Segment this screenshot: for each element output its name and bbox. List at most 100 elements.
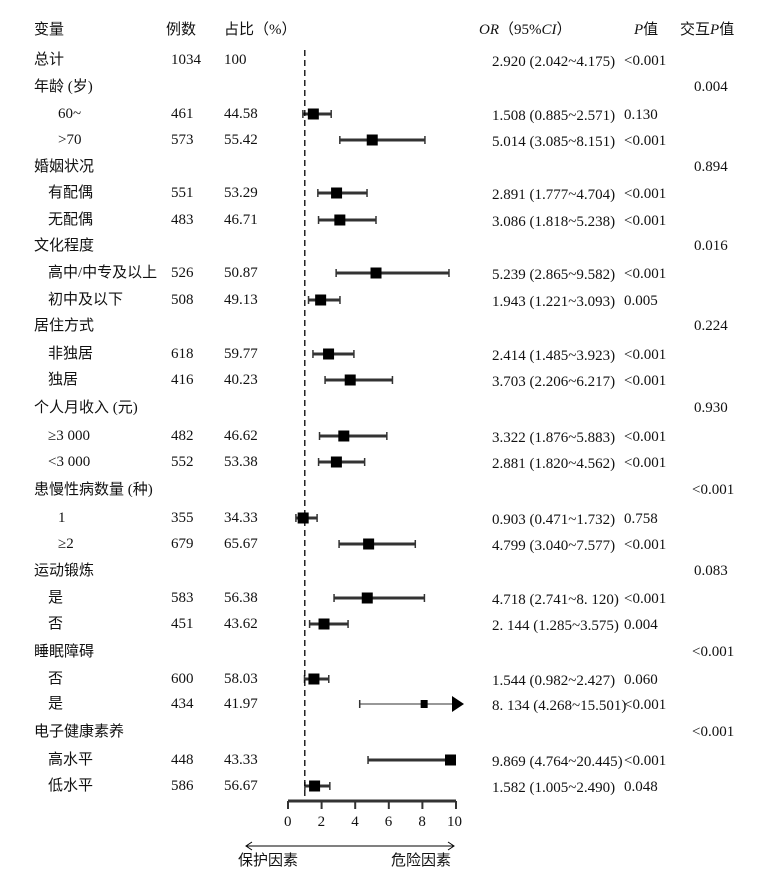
- or-point: [361, 592, 373, 604]
- row-n: 416: [171, 372, 194, 388]
- or-point: [344, 374, 356, 386]
- row-or-ci: 0.903 (0.471~1.732): [492, 512, 616, 528]
- x-tick-label: 2: [317, 814, 326, 830]
- row-p-value: 0.048: [624, 779, 658, 795]
- or-point: [307, 108, 319, 120]
- row-label: 电子健康素养: [34, 724, 125, 740]
- x-tick-label: 0: [284, 814, 292, 830]
- or-point: [297, 512, 309, 524]
- header-n: 例数: [166, 22, 197, 38]
- row-pct: 56.38: [224, 590, 258, 606]
- p-suffix: 值: [643, 22, 659, 38]
- row-interaction-p: <0.001: [692, 482, 735, 498]
- or-point: [318, 618, 330, 630]
- row-pct: 100: [224, 52, 247, 68]
- row-n: 355: [171, 510, 194, 526]
- row-n: 679: [171, 536, 194, 552]
- x-tick-label: 8: [418, 814, 426, 830]
- row-or-ci: 1.508 (0.885~2.571): [492, 108, 616, 124]
- row-label: 否: [48, 671, 64, 687]
- p-label: P: [634, 22, 644, 38]
- row-interaction-p: 0.894: [694, 159, 728, 175]
- row-label: 是: [48, 590, 64, 606]
- x-tick-label: 10: [447, 814, 462, 830]
- row-interaction-p: 0.224: [694, 318, 728, 334]
- protective-factor-label: 保护因素: [238, 853, 299, 869]
- row-p-value: <0.001: [624, 697, 667, 713]
- row-label: ≥2: [58, 536, 74, 552]
- row-or-ci: 2.414 (1.485~3.923): [492, 348, 616, 364]
- row-label: 高水平: [48, 752, 94, 768]
- or-point: [366, 134, 378, 146]
- row-pct: 46.71: [224, 212, 258, 228]
- row-pct: 53.38: [224, 454, 258, 470]
- or-label: OR: [479, 22, 499, 38]
- row-interaction-p: 0.016: [694, 238, 728, 254]
- row-label: 患慢性病数量 (种): [34, 482, 153, 498]
- row-label: 年龄 (岁): [34, 79, 93, 95]
- x-tick-label: 6: [384, 814, 393, 830]
- or-point: [370, 267, 382, 279]
- row-or-ci: 3.322 (1.876~5.883): [492, 430, 616, 446]
- row-p-value: 0.004: [624, 617, 658, 633]
- row-label: 睡眠障碍: [34, 644, 95, 660]
- or-point: [330, 456, 342, 468]
- row-interaction-p: 0.083: [694, 563, 728, 579]
- row-pct: 65.67: [224, 536, 258, 552]
- row-or-ci: 3.086 (1.818~5.238): [492, 214, 616, 230]
- row-pct: 40.23: [224, 372, 258, 388]
- row-interaction-p: 0.930: [694, 400, 728, 416]
- header-variable: 变量: [34, 22, 65, 38]
- row-p-value: <0.001: [624, 186, 667, 202]
- row-n: 551: [171, 185, 194, 201]
- row-label: 否: [48, 616, 64, 632]
- row-p-value: <0.001: [624, 591, 667, 607]
- row-label: >70: [58, 132, 82, 148]
- row-pct: 56.67: [224, 778, 258, 794]
- row-n: 583: [171, 590, 194, 606]
- row-p-value: <0.001: [624, 133, 667, 149]
- row-label: <3 000: [48, 454, 91, 470]
- header-interaction-p: 交互P值: [680, 21, 734, 39]
- row-n: 618: [171, 346, 194, 362]
- row-label: 初中及以下: [48, 292, 124, 308]
- or-paren: （95%: [499, 22, 542, 38]
- row-p-value: <0.001: [624, 537, 667, 553]
- row-or-ci: 2.920 (2.042~4.175): [492, 54, 616, 70]
- row-n: 526: [171, 265, 194, 281]
- row-p-value: <0.001: [624, 53, 667, 69]
- row-p-value: 0.758: [624, 511, 658, 527]
- row-p-value: 0.130: [624, 107, 658, 123]
- row-or-ci: 8. 134 (4.268~15.501): [492, 698, 627, 714]
- row-label: 个人月收入 (元): [34, 400, 138, 416]
- row-label: 无配偶: [48, 212, 94, 228]
- ci-label: CI: [541, 22, 557, 38]
- arrow-left-icon: [245, 841, 253, 851]
- header-pct: 占比（%）: [224, 22, 297, 38]
- row-n: 451: [171, 616, 194, 632]
- row-n: 552: [171, 454, 194, 470]
- or-point: [334, 214, 346, 226]
- row-p-value: 0.005: [624, 293, 658, 309]
- row-label: 婚姻状况: [34, 159, 95, 175]
- row-or-ci: 9.869 (4.764~20.445): [492, 754, 623, 770]
- row-interaction-p: <0.001: [692, 644, 735, 660]
- row-pct: 44.58: [224, 106, 258, 122]
- row-label: 是: [48, 696, 64, 712]
- row-n: 508: [171, 292, 194, 308]
- row-n: 461: [171, 106, 194, 122]
- row-label: 高中/中专及以上: [48, 265, 158, 281]
- row-n: 434: [171, 696, 194, 712]
- inter-suffix: 值: [719, 22, 735, 38]
- or-point: [338, 430, 350, 442]
- row-n: 448: [171, 752, 194, 768]
- or-point: [309, 780, 321, 792]
- row-pct: 34.33: [224, 510, 258, 526]
- row-label: 独居: [48, 372, 79, 388]
- row-p-value: <0.001: [624, 753, 667, 769]
- row-interaction-p: <0.001: [692, 724, 735, 740]
- header-p: P值: [634, 21, 658, 39]
- row-p-value: <0.001: [624, 455, 667, 471]
- row-or-ci: 2.881 (1.820~4.562): [492, 456, 616, 472]
- row-n: 482: [171, 428, 194, 444]
